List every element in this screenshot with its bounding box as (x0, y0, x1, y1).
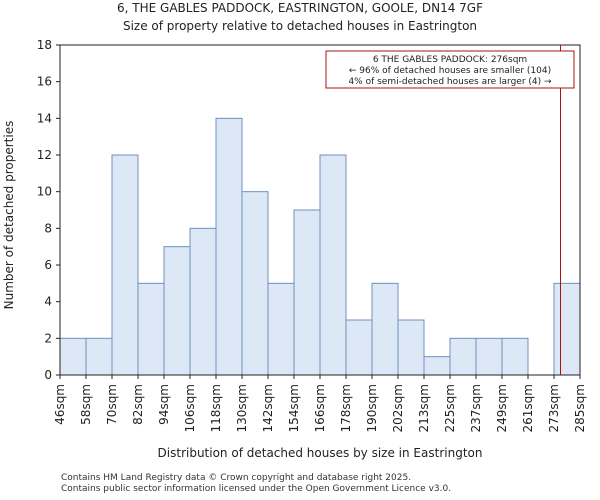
x-tick-label: 58sqm (79, 384, 93, 425)
bar-273sqm (553, 282, 581, 376)
x-tick-label: 249sqm (495, 384, 509, 432)
x-axis-label: Distribution of detached houses by size … (158, 446, 483, 460)
bar-106sqm (189, 227, 217, 376)
annotation-box (325, 50, 575, 89)
bar-130sqm (241, 191, 269, 376)
annotation-line-2: ← 96% of detached houses are smaller (10… (349, 66, 551, 76)
bar-249sqm (501, 337, 529, 376)
bar-178sqm (345, 319, 373, 376)
x-tick-label: 273sqm (547, 384, 561, 432)
x-tick-label: 225sqm (443, 384, 457, 432)
bar-58sqm (85, 337, 113, 376)
annotation-line-3: 4% of semi-detached houses are larger (4… (348, 77, 552, 87)
bar-237sqm (475, 337, 503, 376)
x-tick-label: 94sqm (157, 384, 171, 425)
x-tick-label: 213sqm (417, 384, 431, 432)
bar-166sqm (319, 154, 347, 376)
bar-154sqm (293, 209, 321, 376)
y-axis-label: Number of detached properties (2, 121, 16, 310)
bar-70sqm (111, 154, 139, 376)
y-tick-label: 10 (37, 185, 52, 199)
y-tick-label: 12 (37, 148, 52, 162)
bar-94sqm (163, 246, 191, 376)
x-tick-label: 285sqm (573, 384, 587, 432)
bar-82sqm (137, 282, 165, 376)
x-tick-label: 166sqm (313, 384, 327, 432)
x-tick-label: 118sqm (209, 384, 223, 432)
footer-line-1: Contains HM Land Registry data © Crown c… (61, 473, 412, 483)
annotation-line-1: 6 THE GABLES PADDOCK: 276sqm (373, 55, 527, 65)
bar-142sqm (267, 282, 295, 376)
bar-202sqm (397, 319, 425, 376)
chart-title: 6, THE GABLES PADDOCK, EASTRINGTON, GOOL… (117, 1, 483, 15)
x-tick-label: 46sqm (53, 384, 67, 425)
x-tick-label: 142sqm (261, 384, 275, 432)
y-tick-label: 14 (37, 111, 52, 125)
y-tick-label: 2 (44, 331, 52, 345)
y-tick-label: 4 (44, 295, 52, 309)
x-tick-label: 106sqm (183, 384, 197, 432)
x-tick-label: 154sqm (287, 384, 301, 432)
x-tick-label: 190sqm (365, 384, 379, 432)
footer-line-2: Contains public sector information licen… (61, 484, 452, 494)
chart-subtitle: Size of property relative to detached ho… (122, 19, 478, 33)
y-tick-label: 0 (44, 368, 52, 382)
y-tick-label: 8 (44, 221, 52, 235)
y-tick-label: 16 (37, 75, 52, 89)
bar-190sqm (371, 282, 399, 376)
y-tick-label: 6 (44, 258, 52, 272)
y-tick-label: 18 (37, 38, 52, 52)
x-tick-label: 237sqm (469, 384, 483, 432)
bar-213sqm (423, 356, 451, 376)
bar-225sqm (449, 337, 477, 376)
x-tick-label: 261sqm (521, 384, 535, 432)
x-tick-label: 202sqm (391, 384, 405, 432)
x-tick-label: 70sqm (105, 384, 119, 425)
x-tick-label: 178sqm (339, 384, 353, 432)
bar-46sqm (59, 337, 87, 376)
x-tick-label: 82sqm (131, 384, 145, 425)
bar-118sqm (215, 117, 243, 376)
x-tick-label: 130sqm (235, 384, 249, 432)
